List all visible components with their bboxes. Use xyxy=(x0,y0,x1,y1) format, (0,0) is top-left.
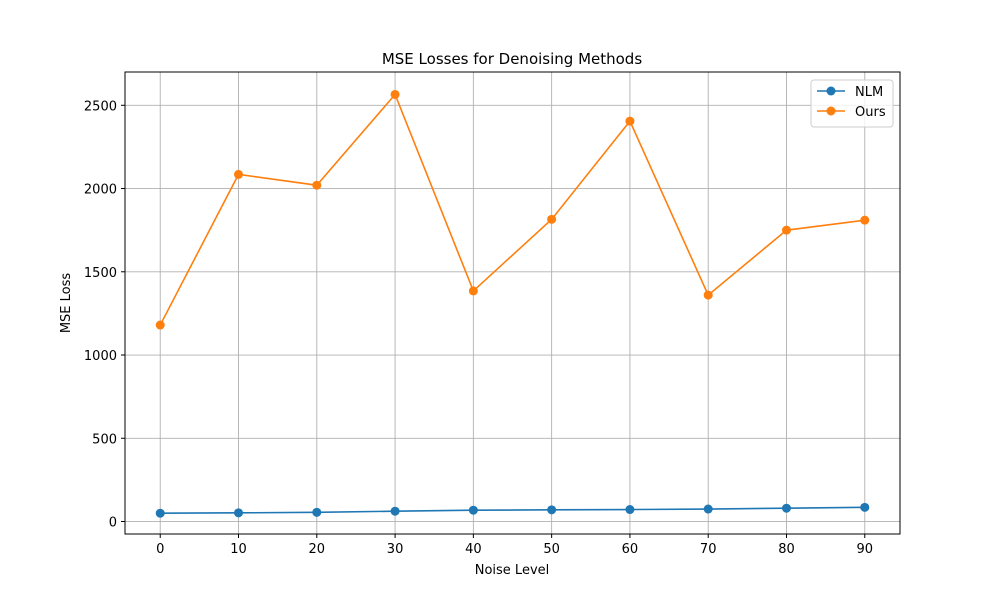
data-point-nlm xyxy=(781,503,791,513)
data-point-ours xyxy=(390,89,400,99)
series-layer xyxy=(155,89,870,518)
y-tick-label: 500 xyxy=(92,432,117,447)
y-tick-label: 1500 xyxy=(84,266,117,281)
x-tick-label: 30 xyxy=(387,542,404,557)
x-tick-label: 10 xyxy=(230,542,247,557)
legend-label: NLM xyxy=(855,85,883,100)
legend: NLM Ours xyxy=(810,79,894,128)
legend-item-nlm: NLM xyxy=(817,85,883,100)
series-line-ours xyxy=(159,92,865,326)
x-tick-label: 60 xyxy=(622,542,639,557)
data-point-nlm xyxy=(860,502,870,512)
y-axis-label: MSE Loss xyxy=(59,273,74,334)
legend-label: Ours xyxy=(855,105,886,120)
data-point-ours xyxy=(625,116,635,126)
x-tick-label: 40 xyxy=(465,542,482,557)
legend-item-ours: Ours xyxy=(817,105,886,120)
data-point-ours xyxy=(234,169,244,179)
y-axis: 0 500 1000 1500 2000 2500 xyxy=(84,99,125,531)
x-axis: 0 10 20 30 40 50 60 70 80 90 xyxy=(156,534,873,557)
y-tick-label: 2500 xyxy=(84,99,117,114)
data-point-nlm xyxy=(468,505,478,515)
y-tick-label: 0 xyxy=(109,516,117,531)
data-point-nlm xyxy=(155,508,165,518)
y-tick-label: 1000 xyxy=(84,349,117,364)
data-point-ours xyxy=(781,225,791,235)
data-point-nlm xyxy=(625,505,635,515)
chart-title: MSE Losses for Denoising Methods xyxy=(382,50,642,68)
plot-area xyxy=(124,71,901,535)
data-point-nlm xyxy=(703,504,713,514)
data-point-nlm xyxy=(390,506,400,516)
y-tick-label: 2000 xyxy=(84,183,117,198)
data-point-nlm xyxy=(547,505,557,515)
x-tick-label: 50 xyxy=(543,542,560,557)
grid xyxy=(125,72,900,534)
data-point-ours xyxy=(468,286,478,296)
data-point-ours xyxy=(860,215,870,225)
x-tick-label: 70 xyxy=(700,542,717,557)
series-nlm xyxy=(155,502,870,518)
data-point-ours xyxy=(155,320,165,330)
x-tick-label: 0 xyxy=(156,542,164,557)
x-tick-label: 80 xyxy=(778,542,795,557)
x-tick-label: 90 xyxy=(856,542,873,557)
data-point-ours xyxy=(312,180,322,190)
series-line-nlm xyxy=(160,506,865,514)
x-axis-label: Noise Level xyxy=(475,563,550,578)
data-point-nlm xyxy=(312,507,322,517)
data-point-ours xyxy=(703,290,713,300)
legend-marker xyxy=(826,106,836,116)
data-point-ours xyxy=(547,214,557,224)
data-point-nlm xyxy=(234,508,244,518)
legend-marker xyxy=(826,86,836,96)
series-ours xyxy=(155,89,870,330)
x-tick-label: 20 xyxy=(309,542,326,557)
